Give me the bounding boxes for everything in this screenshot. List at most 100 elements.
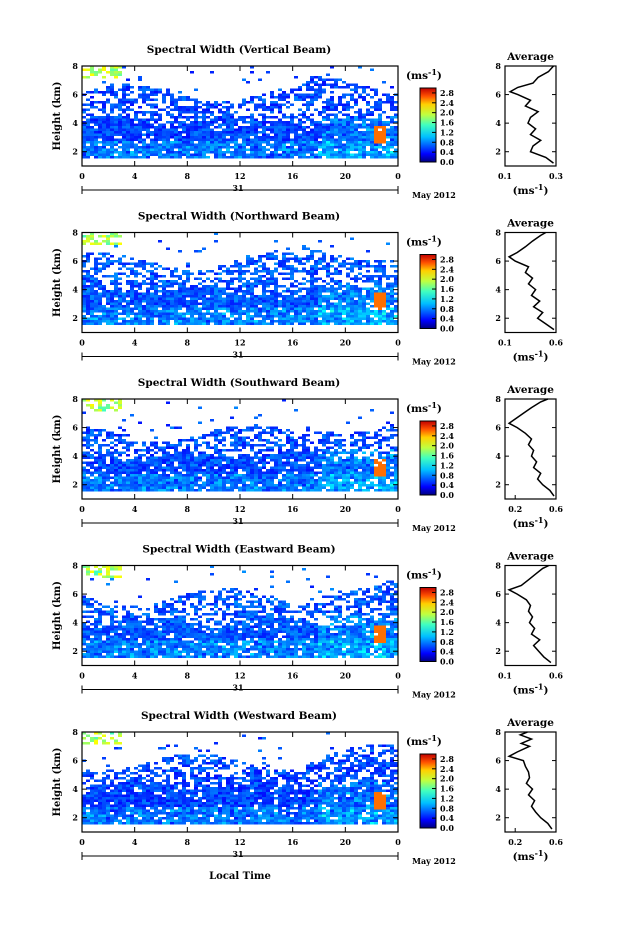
heatmap-cell xyxy=(290,302,294,305)
heatmap-cell xyxy=(294,310,298,313)
heatmap-cell xyxy=(134,151,138,154)
heatmap-cell xyxy=(102,118,106,121)
heatmap-cell xyxy=(298,489,302,492)
heatmap-cell xyxy=(166,305,170,308)
heatmap-cell xyxy=(178,113,182,116)
heatmap-cell xyxy=(358,446,362,449)
heatmap-cell xyxy=(386,116,390,119)
heatmap-cell xyxy=(126,86,130,89)
heatmap-cell xyxy=(330,305,334,308)
heatmap-cell xyxy=(194,250,198,253)
heatmap-cell xyxy=(226,431,230,434)
heatmap-cell xyxy=(154,464,158,467)
heatmap-cell xyxy=(294,123,298,126)
heatmap-cell xyxy=(218,481,222,484)
heatmap-cell xyxy=(318,156,322,159)
heatmap-cell xyxy=(182,123,186,126)
heatmap-cell xyxy=(286,471,290,474)
heatmap-cell xyxy=(254,471,258,474)
heatmap-cell xyxy=(194,138,198,141)
heatmap-cell xyxy=(330,459,334,462)
heatmap-cell xyxy=(194,307,198,310)
heatmap-cell xyxy=(286,287,290,290)
heatmap-cell xyxy=(158,148,162,151)
heatmap-cell xyxy=(314,466,318,469)
heatmap-cell xyxy=(154,146,158,149)
heatmap-cell xyxy=(86,484,90,487)
heatmap-cell xyxy=(282,257,286,260)
heatmap-cell xyxy=(326,461,330,464)
heatmap-cell xyxy=(262,133,266,136)
heatmap-cell xyxy=(374,88,378,91)
heatmap-cell xyxy=(310,476,314,479)
heatmap-cell xyxy=(362,436,366,439)
heatmap-cell xyxy=(82,111,86,114)
heatmap-cell xyxy=(114,73,118,76)
heatmap-cell xyxy=(370,141,374,144)
heatmap-cell xyxy=(118,489,122,492)
heatmap-cell xyxy=(82,451,86,454)
heatmap-cell xyxy=(218,312,222,315)
heatmap-cell xyxy=(282,262,286,265)
heatmap-cell xyxy=(150,141,154,144)
heatmap-cell xyxy=(162,287,166,290)
heatmap-cell xyxy=(106,71,110,74)
heatmap-cell xyxy=(346,300,350,303)
heatmap-cell xyxy=(222,449,226,452)
heatmap-cell xyxy=(154,459,158,462)
heatmap-cell xyxy=(86,469,90,472)
heatmap-cell xyxy=(286,136,290,139)
heatmap-cell xyxy=(286,481,290,484)
heatmap-cell xyxy=(266,305,270,308)
heatmap-cell xyxy=(334,257,338,260)
heatmap-cell xyxy=(382,302,386,305)
heatmap-cell xyxy=(126,108,130,111)
heatmap-cell xyxy=(122,128,126,131)
heatmap-cell xyxy=(214,285,218,288)
heatmap-cell xyxy=(290,277,294,280)
heatmap-cell xyxy=(326,297,330,300)
heatmap-cell xyxy=(314,277,318,280)
heatmap-cell xyxy=(126,469,130,472)
heatmap-cell xyxy=(98,128,102,131)
heatmap-cell xyxy=(374,285,378,288)
heatmap-cell xyxy=(294,136,298,139)
heatmap-cell xyxy=(186,118,190,121)
heatmap-cell xyxy=(198,156,202,159)
heatmap-cell xyxy=(350,481,354,484)
heatmap-cell xyxy=(166,247,170,250)
heatmap-cell xyxy=(134,118,138,121)
heatmap-cell xyxy=(106,471,110,474)
heatmap-cell xyxy=(118,305,122,308)
heatmap-cell xyxy=(102,68,106,71)
heatmap-cell xyxy=(182,148,186,151)
heatmap-cell xyxy=(258,476,262,479)
heatmap-cell xyxy=(162,471,166,474)
heatmap-cell xyxy=(266,257,270,260)
heatmap-cell xyxy=(122,471,126,474)
heatmap-cell xyxy=(222,101,226,104)
heatmap-cell xyxy=(334,128,338,131)
heatmap-cell xyxy=(306,247,310,250)
heatmap-cell xyxy=(322,267,326,270)
heatmap-cell xyxy=(366,479,370,482)
heatmap-cell xyxy=(258,474,262,477)
heatmap-cell xyxy=(210,461,214,464)
heatmap-cell xyxy=(262,315,266,318)
heatmap-cell xyxy=(98,292,102,295)
heatmap-cell xyxy=(158,113,162,116)
heatmap-cell xyxy=(290,300,294,303)
heatmap-cell xyxy=(394,141,398,144)
heatmap-cell xyxy=(130,143,134,146)
heatmap-cell xyxy=(210,479,214,482)
heatmap-cell xyxy=(102,91,106,94)
heatmap-cell xyxy=(294,128,298,131)
heatmap-cell xyxy=(358,126,362,129)
heatmap-cell xyxy=(306,302,310,305)
heatmap-cell xyxy=(178,459,182,462)
heatmap-cell xyxy=(214,486,218,489)
profile-y-tick-label: 6 xyxy=(495,90,501,100)
heatmap-cell xyxy=(274,136,278,139)
heatmap-cell xyxy=(298,454,302,457)
heatmap-cell xyxy=(106,126,110,129)
